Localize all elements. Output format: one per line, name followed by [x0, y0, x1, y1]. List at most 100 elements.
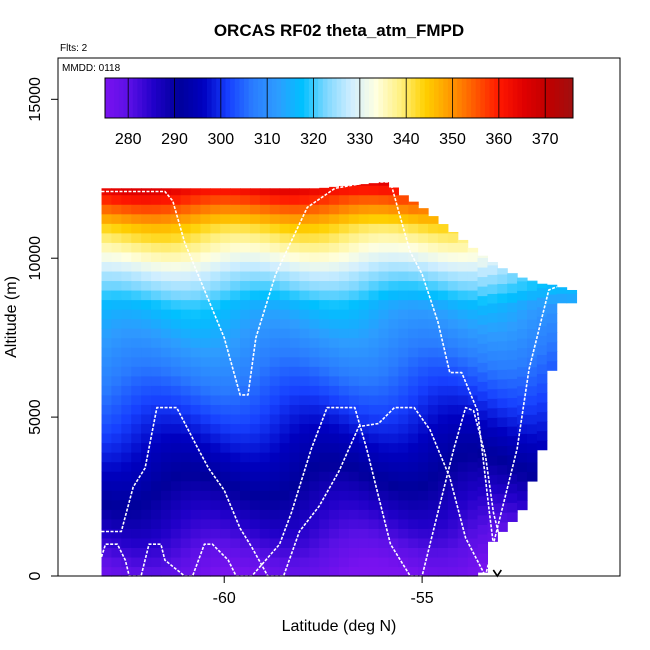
heatmap-cell [408, 299, 419, 310]
heatmap-cell [180, 518, 192, 529]
heatmap-cell [477, 476, 489, 487]
heatmap-cell [418, 556, 429, 568]
heatmap-cell [259, 223, 271, 234]
heatmap-cell [507, 416, 518, 427]
heatmap-cell [447, 242, 459, 253]
colorbar-tick-label: 280 [115, 131, 142, 148]
heatmap-cell [131, 204, 142, 215]
heatmap-cell [210, 423, 221, 434]
heatmap-cell [339, 261, 350, 272]
heatmap-cell [358, 518, 370, 529]
heatmap-cell [388, 480, 399, 491]
colorbar-swatch [155, 78, 162, 118]
heatmap-cell [269, 366, 281, 377]
heatmap-cell [289, 471, 301, 482]
heatmap-cell [348, 185, 360, 196]
heatmap-cell [339, 289, 350, 301]
heatmap-cell [299, 499, 310, 510]
heatmap-cell [348, 423, 360, 434]
heatmap-cell [418, 347, 429, 358]
colorbar-swatch [535, 78, 542, 118]
heatmap-cell [339, 537, 350, 548]
heatmap-cell [151, 471, 162, 482]
heatmap-cell [358, 452, 370, 463]
heatmap-cell [517, 366, 528, 377]
heatmap-cell [121, 490, 132, 501]
heatmap-cell [526, 280, 538, 282]
heatmap-cell [368, 194, 380, 205]
heatmap-cell [180, 328, 192, 339]
heatmap-cell [180, 251, 192, 262]
heatmap-cell [170, 461, 182, 472]
heatmap-cell [319, 394, 330, 405]
heatmap-cell [220, 347, 231, 358]
heatmap-cell [388, 318, 399, 329]
heatmap-cell [309, 289, 320, 301]
heatmap-cell [388, 385, 399, 396]
heatmap-cell [437, 385, 449, 396]
heatmap-cell [180, 499, 192, 510]
heatmap-cell [101, 423, 113, 434]
heatmap-cell [180, 394, 192, 405]
colorbar-swatch [151, 78, 157, 118]
heatmap-cell [339, 337, 350, 348]
heatmap-cell [141, 499, 152, 510]
heatmap-cell [526, 366, 538, 377]
heatmap-cell [378, 490, 390, 501]
heatmap-cell [299, 566, 310, 577]
heatmap-cell [230, 480, 241, 491]
heatmap-cell [497, 359, 508, 370]
heatmap-cell [141, 299, 152, 310]
heatmap-cell [358, 490, 370, 501]
heatmap-cell [309, 188, 320, 196]
heatmap-cell [121, 289, 132, 301]
heatmap-cell [368, 490, 380, 501]
heatmap-cell [259, 490, 271, 501]
heatmap-cell [368, 299, 380, 310]
heatmap-cell [151, 261, 162, 272]
heatmap-cell [220, 223, 231, 234]
heatmap-cell [457, 432, 469, 444]
heatmap-cell [299, 194, 310, 205]
heatmap-cell [249, 232, 261, 243]
heatmap-cell [131, 413, 142, 425]
heatmap-cell [289, 232, 301, 243]
heatmap-cell [388, 394, 399, 405]
heatmap-cell [418, 404, 429, 415]
heatmap-cell [121, 261, 132, 272]
heatmap-cell [437, 452, 449, 463]
heatmap-cell [536, 283, 548, 289]
colorbar-swatch [174, 78, 180, 118]
heatmap-cell [378, 213, 390, 224]
heatmap-cell [160, 480, 172, 491]
heatmap-cell [408, 337, 419, 348]
colorbar-swatch [239, 78, 245, 118]
chart-title: ORCAS RF02 theta_atm_FMPD [214, 21, 464, 40]
heatmap-cell [447, 461, 459, 472]
heatmap-cell [151, 213, 162, 224]
heatmap-cell [230, 499, 241, 510]
heatmap-cell [180, 461, 192, 472]
heatmap-cell [190, 471, 202, 482]
heatmap-cell [190, 461, 202, 472]
heatmap-cell [200, 518, 211, 529]
heatmap-cell [141, 232, 152, 243]
heatmap-cell [259, 213, 271, 224]
heatmap-cell [418, 375, 429, 386]
heatmap-cell [190, 280, 202, 291]
heatmap-cell [368, 442, 380, 453]
heatmap-cell [210, 537, 221, 548]
heatmap-cell [309, 509, 320, 520]
heatmap-cell [437, 461, 449, 472]
heatmap-cell [378, 280, 390, 291]
plot-frame [57, 57, 621, 577]
heatmap-cell [408, 375, 419, 386]
heatmap-cell [517, 423, 528, 434]
heatmap-cell [368, 204, 380, 215]
heatmap-cell [487, 512, 498, 523]
heatmap-cell [487, 464, 498, 476]
heatmap-cell [230, 547, 241, 558]
colorbar-swatch [383, 78, 389, 118]
heatmap-cell [378, 432, 390, 444]
heatmap-cell [507, 368, 518, 379]
